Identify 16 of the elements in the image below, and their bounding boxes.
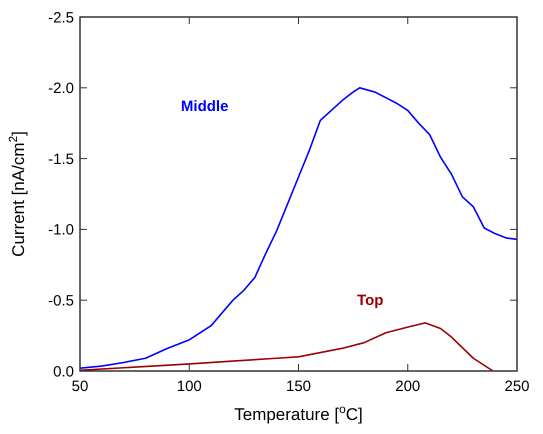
y-tick-label: 0.0 (53, 363, 74, 380)
x-tick-label: 200 (395, 378, 420, 395)
y-tick-label: -2.5 (48, 9, 74, 26)
series-label: Top (357, 292, 384, 310)
y-tick-label: -0.5 (48, 292, 74, 310)
y-tick-label: -2.0 (48, 80, 74, 98)
y-tick-label: -1.0 (48, 222, 74, 239)
x-tick-label: 150 (286, 378, 312, 395)
text: Middle (180, 98, 228, 116)
x-tick-label: 100 (176, 378, 202, 395)
x-tick-label: 50 (72, 378, 88, 395)
x-tick-label: 250 (504, 378, 530, 395)
line-series (79, 322, 494, 372)
line-series (79, 87, 518, 369)
y-tick-label: -1.5 (48, 150, 74, 168)
x-axis-title: Temperature [$^{o}$C] (234, 402, 363, 424)
